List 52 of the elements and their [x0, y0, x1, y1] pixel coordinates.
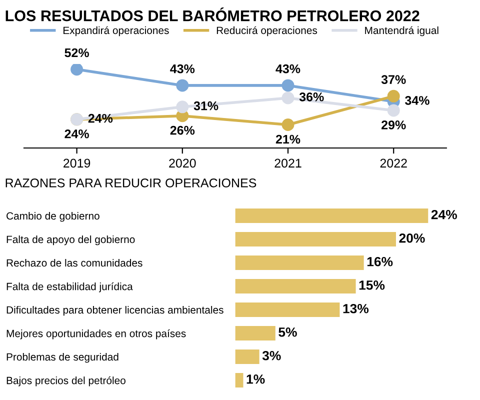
x-tick-label: 2022 — [380, 158, 407, 168]
data-label: 21% — [276, 134, 300, 144]
point — [70, 64, 84, 76]
point — [282, 118, 294, 132]
data-label: 37% — [381, 75, 406, 84]
bar — [235, 232, 396, 247]
data-label: 52% — [64, 48, 89, 58]
x-tick-label: 2019 — [64, 158, 90, 168]
data-label: 13% — [343, 304, 369, 314]
data-label: 34% — [405, 96, 430, 105]
y-tick-label: Falta de estabilidad jurídica — [6, 282, 133, 292]
point — [387, 90, 400, 102]
bar — [235, 255, 364, 270]
data-label: 24% — [431, 210, 457, 220]
data-label: 36% — [299, 92, 324, 102]
data-label: 3% — [262, 350, 281, 360]
y-tick-label: Problemas de seguridad — [6, 352, 118, 363]
y-tick-label: Dificultades para obtener licencias ambientales — [6, 306, 224, 316]
point — [282, 79, 294, 92]
y-tick-label: Mejores oportunidades en otros países — [6, 329, 186, 340]
y-tick-label: Cambio de gobierno — [6, 212, 100, 222]
bar — [235, 326, 276, 341]
point — [282, 92, 294, 104]
x-tick-label: 2020 — [169, 158, 196, 168]
data-label: 29% — [382, 120, 406, 130]
data-label: 1% — [246, 374, 265, 384]
data-label: 24% — [64, 129, 89, 138]
legend-label: Mantendrá igual — [365, 26, 438, 36]
bar — [235, 372, 244, 388]
data-label: 26% — [170, 126, 195, 135]
data-label: 31% — [194, 101, 218, 110]
point — [387, 104, 400, 117]
bar — [235, 278, 356, 294]
data-label: 15% — [359, 280, 385, 290]
data-label: 5% — [278, 327, 297, 337]
text: RAZONES PARA REDUCIR OPERACIONES — [6, 178, 256, 188]
data-label: 43% — [170, 64, 195, 74]
point — [176, 100, 189, 114]
y-tick-label: Falta de apoyo del gobierno — [6, 235, 135, 246]
point — [176, 79, 189, 92]
bar — [235, 208, 428, 224]
y-tick-label: Rechazo de las comunidades — [6, 258, 142, 267]
y-tick-label: Bajos precios del petróleo — [6, 376, 126, 386]
legend-label: Expandirá operaciones — [64, 26, 169, 36]
legend-label: Reducirá operaciones — [216, 26, 318, 36]
bar — [235, 302, 340, 318]
data-label: 43% — [276, 64, 300, 74]
x-tick-label: 2021 — [274, 158, 302, 168]
data-label: 20% — [399, 233, 425, 243]
bar — [235, 349, 260, 364]
chart-title: LOS RESULTADOS DEL BARÓMETRO PETROLERO 2022 — [6, 8, 420, 22]
data-label: 16% — [367, 256, 393, 266]
